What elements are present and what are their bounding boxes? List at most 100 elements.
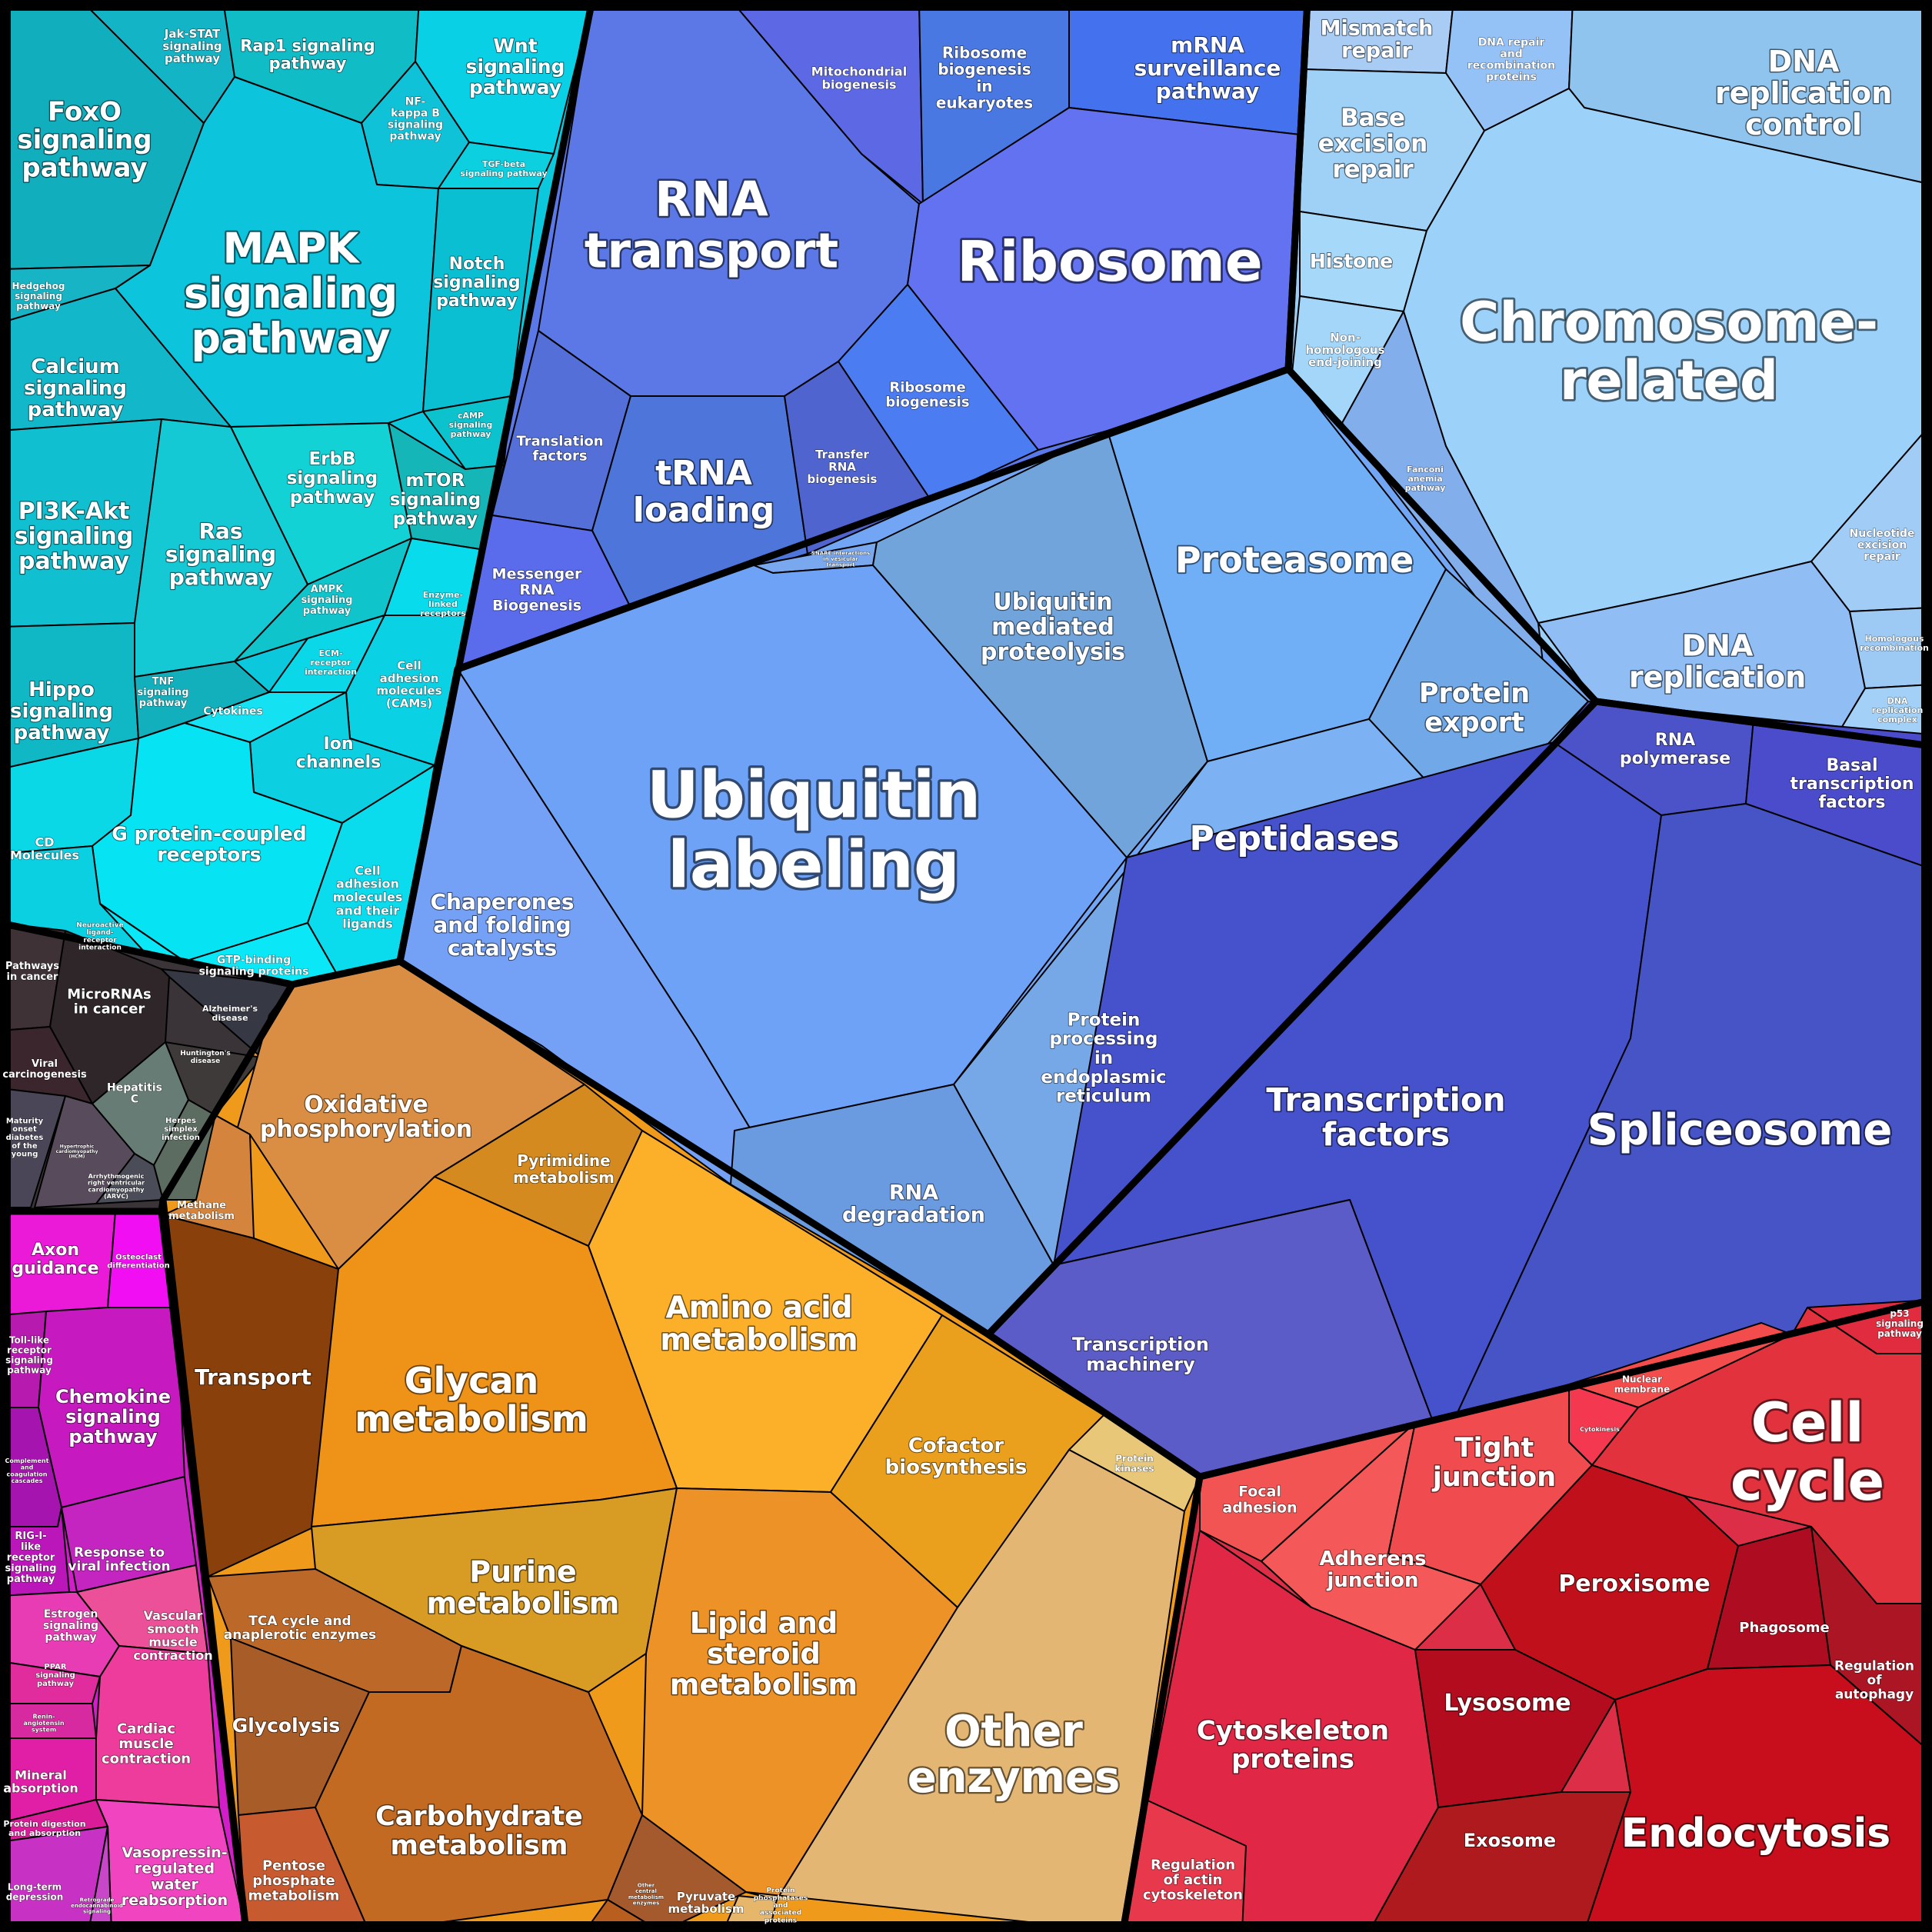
group-border-organismal-systems [0, 1208, 250, 1932]
cell-retrograde [88, 1826, 112, 1932]
cell-autophagy [1810, 1526, 1932, 1754]
label-pyrimidine: Pyrimidine metabolism [513, 1151, 615, 1187]
label-cell-cycle: Cell cycle [1730, 1391, 1884, 1513]
label-mismatch: Mismatch repair [1321, 16, 1434, 62]
label-dna-rep-ctrl: DNA replication control [1715, 44, 1892, 141]
label-vascular: Vascular smooth muscle contraction [133, 1608, 212, 1663]
label-chromosome: Chromosome-related [1460, 291, 1878, 412]
label-arvc: Arrhythmogenic right ventricular cardiomyo… [88, 1173, 145, 1200]
label-proteasome: Proteasome [1175, 539, 1414, 581]
label-oxphos: Oxidative phosphorylation [260, 1091, 472, 1142]
cell-other-central [607, 1814, 747, 1932]
label-rna-transport: RNA transport [585, 172, 838, 279]
label-cam: Cell adhesion molecules (CAMs) [376, 658, 441, 710]
label-trans-mach: Transcription machinery [1072, 1334, 1209, 1375]
label-tf: Transcription factors [1266, 1081, 1505, 1153]
label-other-enz: Other enzymes [908, 1707, 1121, 1803]
label-erbb: ErbB signaling pathway [287, 449, 378, 508]
label-tgf: TGF-beta signaling pathway [460, 159, 547, 178]
label-pi3k: PI3K-Akt signaling pathway [15, 498, 134, 575]
label-exosome: Exosome [1464, 1830, 1556, 1851]
label-ubiq-label: Ubiquitin labeling [647, 758, 981, 903]
label-ion: Ion channels [296, 734, 381, 772]
label-nuclear-mem: Nuclear membrane [1614, 1374, 1670, 1394]
label-peptidases: Peptidases [1189, 819, 1399, 858]
label-calcium: Calcium signaling pathway [24, 355, 127, 421]
label-protein-export: Protein export [1419, 678, 1530, 738]
label-viral-inf: Response to viral infection [68, 1545, 170, 1574]
cell-mody [0, 1088, 66, 1208]
label-cardiac: Cardiac muscle contraction [102, 1721, 191, 1767]
label-pentose: Pentose phosphate metabolism [248, 1858, 340, 1904]
label-cofactor: Cofactor biosynthesis [885, 1434, 1028, 1478]
label-autophagy: Regulation of autophagy [1834, 1659, 1914, 1703]
label-huntington: Huntington's disease [180, 1050, 231, 1065]
label-cytoskeleton: Cytoskeleton proteins [1197, 1715, 1389, 1774]
label-gpcr: G protein-coupled receptors [112, 823, 306, 866]
label-neuroactive: Neuroactive ligand-receptor interaction [76, 921, 123, 951]
label-osteoclast: Osteoclast differentiation [107, 1254, 169, 1271]
label-herpes: Herpes simplex infection [162, 1117, 200, 1142]
label-dna-rep: DNA replication [1629, 628, 1806, 694]
label-ltd: Long-term depression [6, 1881, 64, 1902]
label-er-proc: Protein processing in endoplasmic reticulum [1041, 1010, 1166, 1106]
cell-lysosome [1414, 1649, 1616, 1808]
label-basal-tf: Basal transcription factors [1790, 756, 1914, 812]
label-methane: Methane metabolism [168, 1199, 235, 1221]
cell-cell-cycle [1591, 1307, 1932, 1604]
label-path-cancer: Pathways in cancer [5, 960, 59, 982]
label-ber: Base excision repair [1318, 104, 1427, 183]
label-retrograde: Retrograde endocannabinoid signaling [71, 1897, 123, 1914]
label-notch: Notch signaling pathway [433, 255, 520, 311]
label-dna-rep-complex: DNA replication complex [1872, 696, 1924, 724]
label-viral-carc: Viral carcinogenesis [2, 1058, 87, 1080]
label-adherens: Adherens junction [1319, 1547, 1426, 1591]
label-mito-bio: Mitochondrial biogenesis [811, 64, 907, 92]
label-ras: Ras signaling pathway [165, 518, 276, 590]
label-ubiq-prot: Ubiquitin mediated proteolysis [981, 588, 1125, 665]
cell-arvc [95, 1153, 164, 1204]
label-chemokine: Chemokine signaling pathway [55, 1386, 171, 1447]
label-pyruvate: Pyruvate metabolism [668, 1889, 744, 1915]
label-reg-actin: Regulation of actin cytoskeleton [1143, 1857, 1243, 1904]
label-jak-stat: Jak-STAT signaling pathway [162, 26, 222, 65]
label-phagosome: Phagosome [1739, 1620, 1829, 1636]
group-border-cellular-processes [1119, 1296, 1932, 1932]
label-microrna: MicroRNAs in cancer [67, 986, 152, 1017]
label-spliceosome: Spliceosome [1587, 1105, 1893, 1155]
label-peroxisome: Peroxisome [1558, 1571, 1710, 1597]
label-fanconi: Fanconi anemia pathway [1405, 465, 1446, 493]
label-tca: TCA cycle and anaplerotic enzymes [224, 1614, 377, 1643]
label-hippo: Hippo signaling pathway [10, 678, 113, 744]
label-other-central: Other central metabolism enzymes [628, 1883, 664, 1907]
label-tight: Tight junction [1431, 1433, 1556, 1493]
label-lipid: Lipid and steroid metabolism [670, 1607, 858, 1701]
label-camp: cAMP signaling pathway [449, 411, 493, 439]
label-rig: RIG-I-like receptor signaling pathway [5, 1530, 57, 1584]
label-ribo-bio: Ribosome biogenesis [885, 379, 969, 410]
label-transfer-rna: Transfer RNA biogenesis [808, 447, 878, 485]
cell-ltd [0, 1826, 108, 1932]
label-dna-repair-rec: DNA repair and recombination proteins [1467, 36, 1555, 83]
label-ampk: AMPK signaling pathway [301, 583, 353, 616]
label-enzyme-linked: Enzyme-linked receptors [420, 590, 466, 618]
label-carb: Carbohydrate metabolism [375, 1801, 583, 1861]
label-protein-kinases: Protein kinases [1114, 1453, 1154, 1474]
label-mody: Maturity onset diabetes of the young [6, 1117, 44, 1158]
label-cd: CD Molecules [10, 834, 79, 862]
label-endocytosis: Endocytosis [1621, 1810, 1891, 1857]
label-glycan: Glycan metabolism [355, 1360, 588, 1440]
label-focal: Focal adhesion [1222, 1483, 1297, 1516]
label-complement: Complement and coagulation cascades [5, 1457, 49, 1484]
label-wnt: Wnt signaling pathway [466, 35, 565, 98]
label-trna-loading: tRNA loading [633, 454, 774, 530]
label-homologous: Homologous recombination [1860, 634, 1929, 653]
label-histone: Histone [1310, 250, 1393, 272]
label-protein-digestion: Protein digestion and absorption [3, 1819, 85, 1838]
cell-methane [162, 1114, 255, 1239]
label-rna-deg: RNA degradation [842, 1181, 985, 1227]
label-protein-phosphatases: Protein phosphatases and associated proteins [754, 1887, 808, 1924]
